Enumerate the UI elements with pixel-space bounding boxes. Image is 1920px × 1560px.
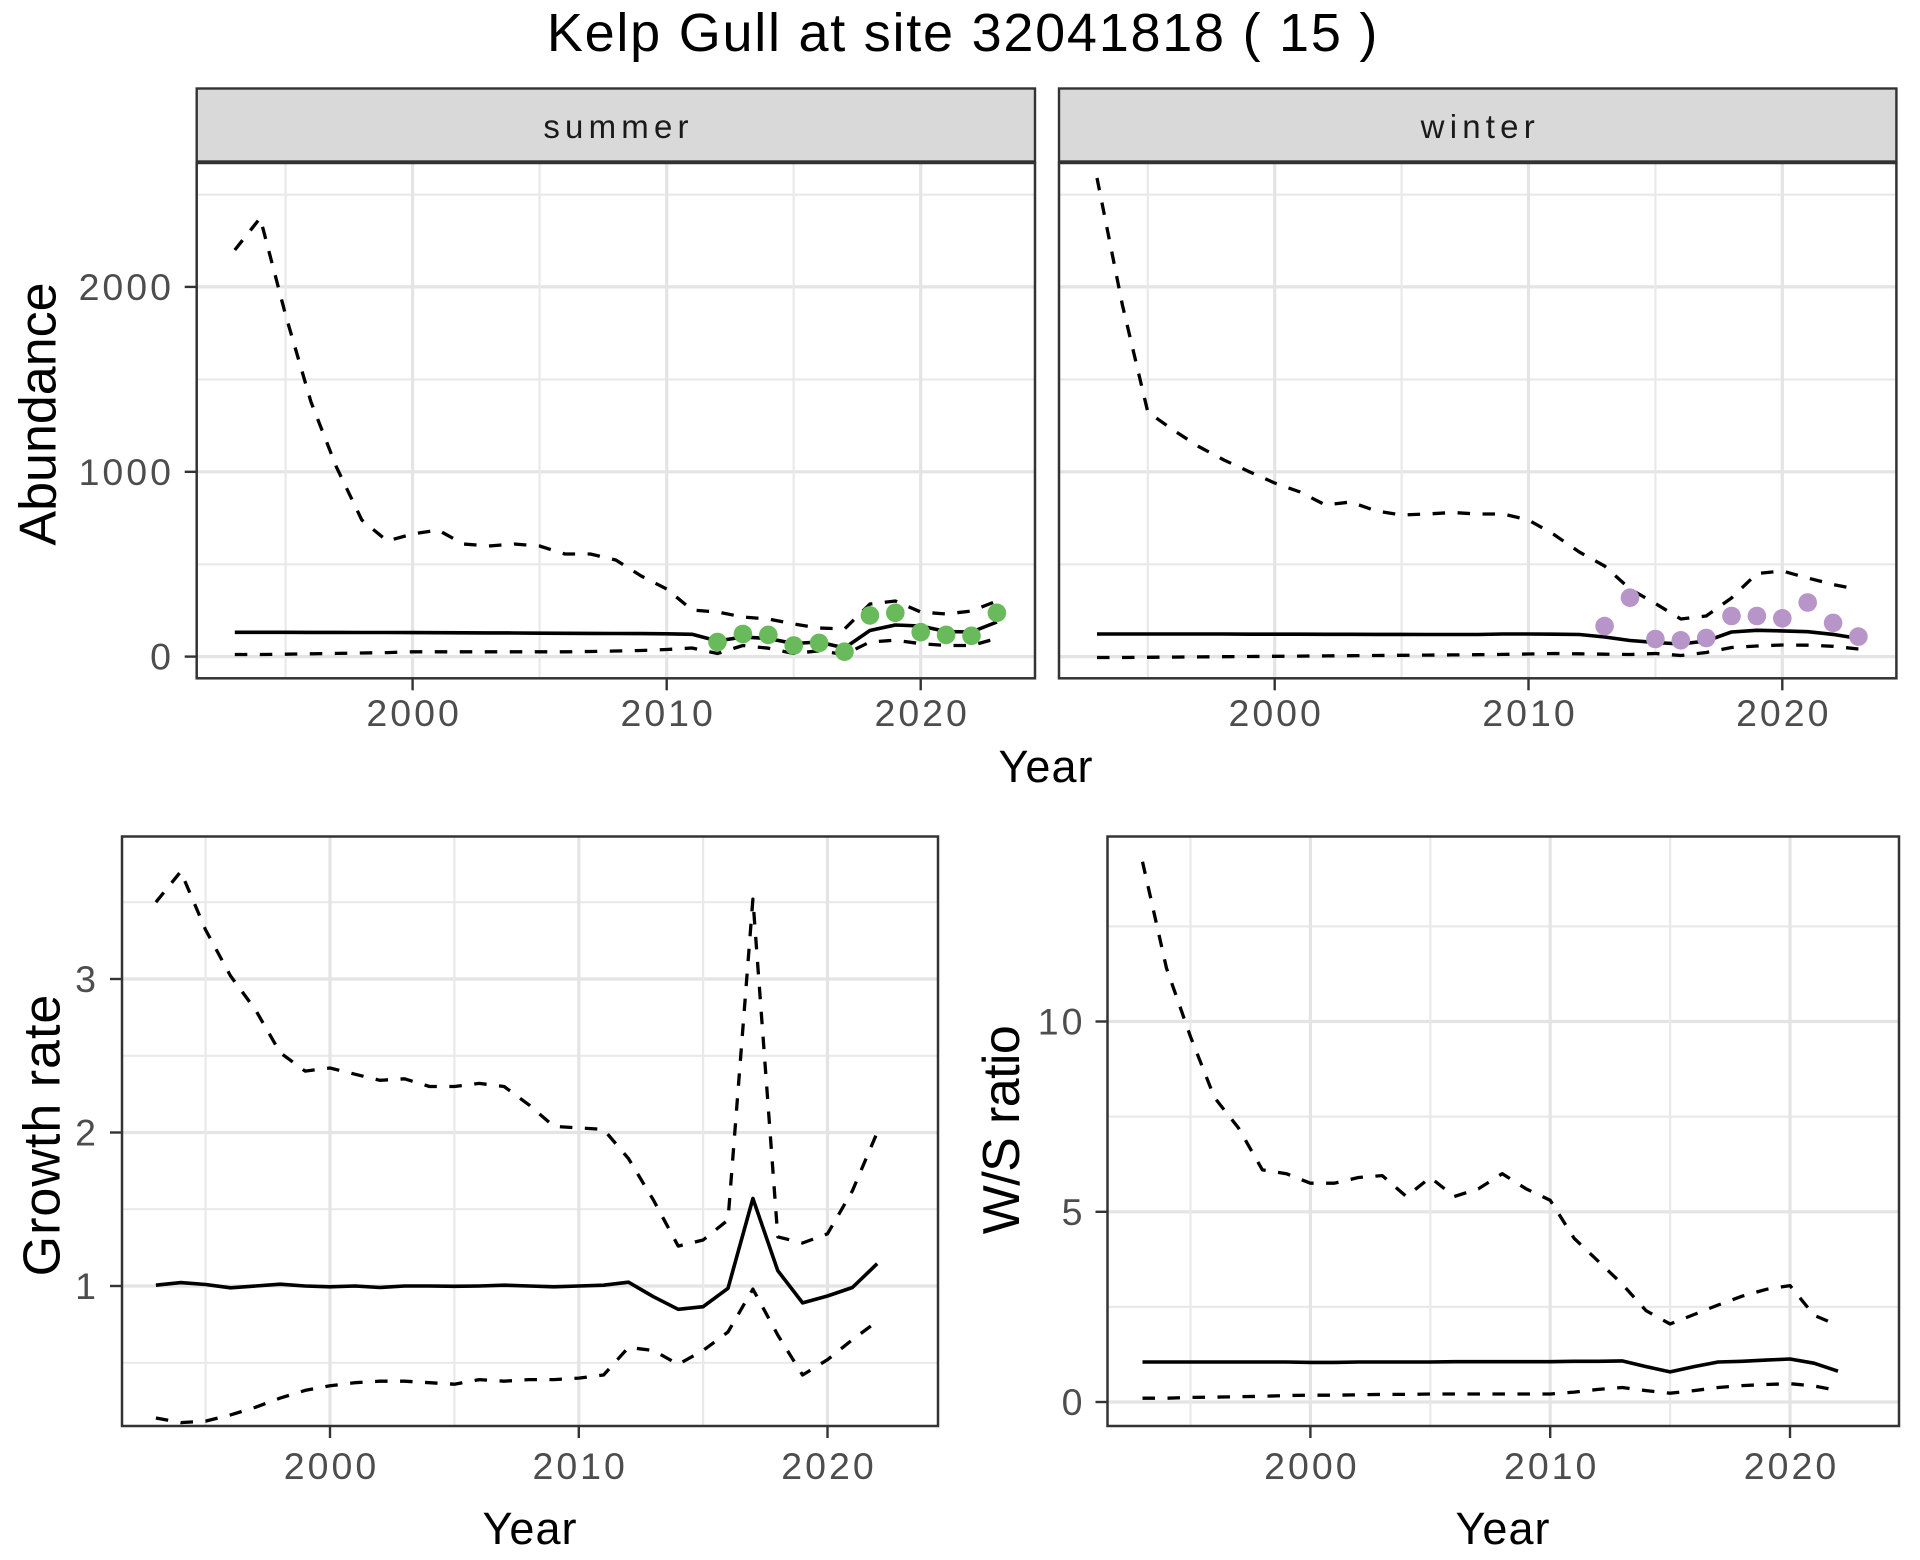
svg-text:0: 0 <box>1062 1381 1086 1423</box>
svg-text:Kelp Gull at site 32041818 ( 1: Kelp Gull at site 32041818 ( 15 ) <box>547 3 1379 63</box>
svg-text:2020: 2020 <box>781 1445 876 1487</box>
svg-text:2010: 2010 <box>532 1445 627 1487</box>
svg-text:3: 3 <box>75 958 99 1000</box>
svg-text:2000: 2000 <box>284 1445 379 1487</box>
svg-text:1000: 1000 <box>79 451 174 493</box>
svg-text:0: 0 <box>150 636 174 678</box>
svg-text:Year: Year <box>999 741 1094 792</box>
svg-text:2020: 2020 <box>1744 1445 1839 1487</box>
svg-text:2020: 2020 <box>1736 692 1831 734</box>
svg-text:2020: 2020 <box>874 692 969 734</box>
svg-text:Year: Year <box>483 1503 578 1554</box>
svg-text:10: 10 <box>1038 1001 1086 1043</box>
svg-text:1: 1 <box>75 1265 99 1307</box>
svg-text:Year: Year <box>1456 1503 1551 1554</box>
svg-text:2010: 2010 <box>1482 692 1577 734</box>
svg-text:2010: 2010 <box>1504 1445 1599 1487</box>
svg-text:5: 5 <box>1062 1191 1086 1233</box>
svg-text:2000: 2000 <box>1228 692 1323 734</box>
svg-text:winter: winter <box>1420 108 1540 145</box>
svg-text:2000: 2000 <box>366 692 461 734</box>
svg-text:2010: 2010 <box>620 692 715 734</box>
svg-text:Growth rate: Growth rate <box>14 994 72 1277</box>
svg-text:2: 2 <box>75 1112 99 1154</box>
svg-text:2000: 2000 <box>79 266 174 308</box>
svg-text:summer: summer <box>543 108 693 145</box>
svg-text:Abundance: Abundance <box>10 282 68 545</box>
svg-text:W/S ratio: W/S ratio <box>973 1026 1031 1234</box>
svg-text:2000: 2000 <box>1264 1445 1359 1487</box>
